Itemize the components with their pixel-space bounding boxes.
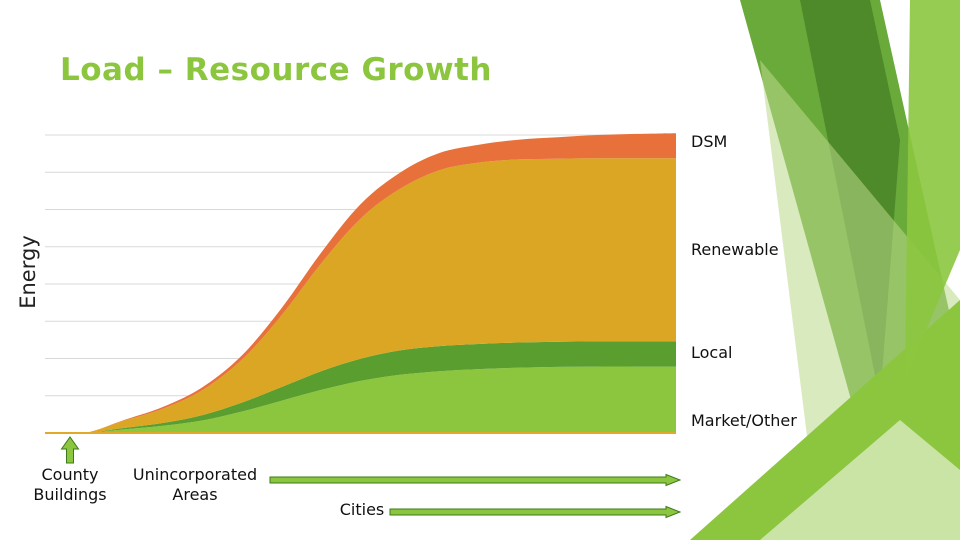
page-title: Load – Resource Growth <box>60 52 492 88</box>
area-market-other <box>45 366 676 434</box>
series-label-market-other: Market/Other <box>691 411 797 430</box>
annotation-cities: Cities <box>339 500 385 519</box>
series-label-local: Local <box>691 343 733 363</box>
chart-areas <box>45 133 676 434</box>
area-renewable <box>45 158 676 434</box>
deco-shape-bottom-light <box>760 420 960 540</box>
series-label-renewable: Renewable <box>691 239 779 259</box>
cities-arrow <box>389 505 682 519</box>
unincorporated-areas-arrow <box>269 473 682 487</box>
annotation-county-buildings: County Buildings <box>33 465 107 504</box>
annotation-unincorporated-areas: Unincorporated Areas <box>132 465 258 504</box>
series-label-dsm: DSM <box>691 132 728 152</box>
annotation-arrows <box>60 436 682 519</box>
area-local <box>45 341 676 434</box>
county-buildings-arrow <box>60 436 80 464</box>
deco-shape-edge <box>905 0 960 380</box>
